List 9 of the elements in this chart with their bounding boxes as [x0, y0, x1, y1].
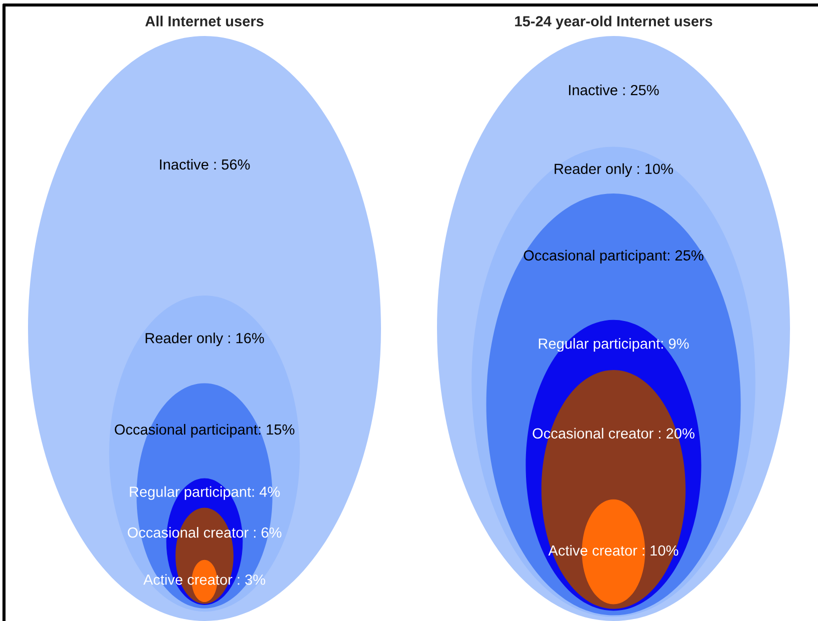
data-label: Reader only : 10%	[554, 163, 673, 177]
data-label: Regular participant: 4%	[130, 486, 280, 500]
data-label: Occasional participant: 15%	[114, 424, 294, 438]
text: All Internet users	[145, 16, 264, 26]
data-label: Reader only : 16%	[146, 332, 264, 346]
text: 15-24 year-old Internet users	[515, 16, 712, 30]
data-label: Inactive : 25%	[569, 84, 659, 96]
data-label: Occasional participant: 25%	[524, 250, 704, 264]
data-label: Inactive : 56%	[160, 158, 250, 170]
